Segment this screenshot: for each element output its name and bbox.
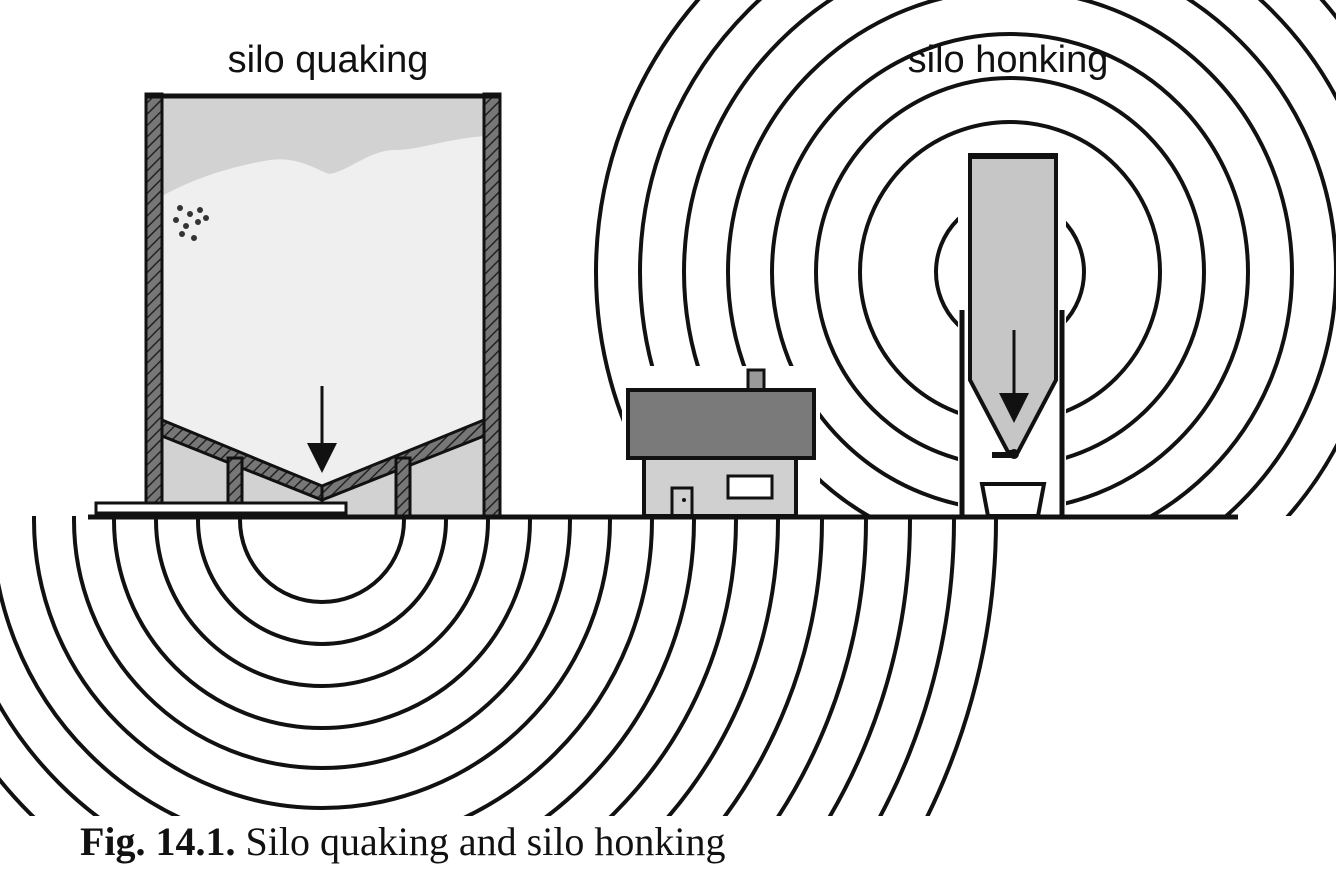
caption-number: Fig. 14.1. [80, 819, 236, 864]
house [626, 368, 816, 518]
caption-text: Silo quaking and silo honking [245, 819, 726, 864]
right-silo [959, 153, 1065, 518]
ground-wave-2 [196, 516, 448, 646]
ground-wave-11 [722, 516, 824, 816]
house-window [726, 474, 774, 500]
ground-waves-below [0, 516, 998, 816]
ground-wave-1 [238, 516, 406, 604]
particles [173, 205, 209, 241]
ground-wave-14 [877, 516, 956, 816]
bulk-material [162, 136, 484, 496]
left-silo [94, 92, 502, 518]
ground-wave-15 [925, 516, 998, 816]
sound-wave-7 [638, 0, 1336, 516]
outlet-pipe [94, 501, 348, 515]
sound-wave-6 [682, 0, 1336, 516]
ground-wave-4 [112, 516, 532, 730]
figure-caption: Fig. 14.1. Silo quaking and silo honking [80, 818, 726, 865]
ground-wave-6 [32, 516, 612, 810]
left-silo-label: silo quaking [228, 39, 429, 81]
sound-wave-5 [726, 0, 1294, 516]
ground-wave-7 [0, 516, 654, 816]
ground-wave-8 [0, 516, 696, 816]
ground-wave-5 [72, 516, 572, 770]
ground-wave-9 [0, 516, 738, 816]
ground-wave-3 [154, 516, 490, 688]
ground-wave-10 [666, 516, 780, 816]
ground-wave-12 [775, 516, 868, 816]
sound-wave-8 [594, 0, 1336, 516]
ground-wave-13 [827, 516, 912, 816]
house-door [670, 486, 694, 516]
container [979, 482, 1047, 518]
